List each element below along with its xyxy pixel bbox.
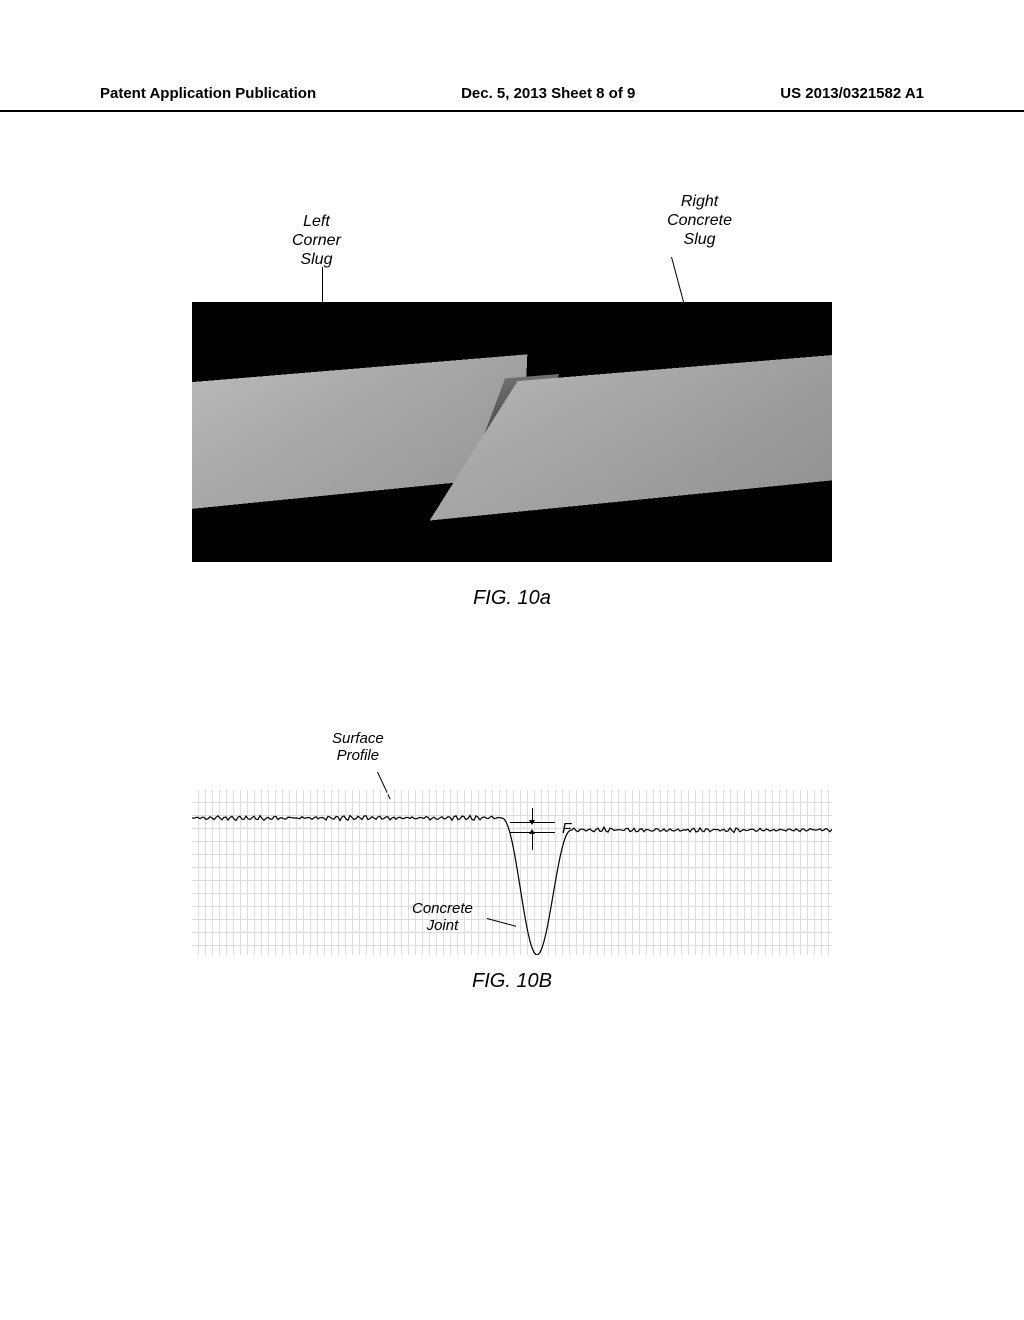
f-arrow-up-icon (532, 832, 533, 850)
page-header: Patent Application Publication Dec. 5, 2… (0, 0, 1024, 112)
figure-10a-caption: FIG. 10a (192, 587, 832, 610)
figure-10a-labels: Left Corner Slug Right Concrete Slug (192, 212, 832, 302)
figure-10b-plot: F Concrete Joint (192, 790, 832, 955)
label-left-slug-text: Left Corner Slug (292, 212, 341, 270)
header-publication: Patent Application Publication (100, 85, 316, 102)
label-concrete-joint: Concrete Joint (412, 900, 473, 935)
figure-10b-labels: Surface Profile (192, 730, 832, 790)
label-right-slug: Right Concrete Slug (667, 192, 732, 250)
label-left-slug: Left Corner Slug (292, 212, 341, 270)
label-right-slug-text: Right Concrete Slug (667, 192, 732, 250)
header-patent-number: US 2013/0321582 A1 (780, 85, 924, 102)
figure-10b-caption: FIG. 10B (192, 970, 832, 993)
label-surface-text: Surface Profile (332, 730, 384, 765)
f-arrow-down-icon (532, 808, 533, 822)
figure-10a-image (192, 302, 832, 562)
figure-10b-container: Surface Profile F Concrete Joint (192, 730, 832, 993)
label-surface-profile: Surface Profile (332, 730, 384, 765)
content-area: Left Corner Slug Right Concrete Slug FIG… (0, 112, 1024, 993)
profile-curve (192, 790, 832, 955)
f-label: F (562, 820, 571, 837)
header-date-sheet: Dec. 5, 2013 Sheet 8 of 9 (461, 85, 635, 102)
f-line-top (510, 822, 555, 823)
label-concrete-text: Concrete Joint (412, 900, 473, 935)
figure-10a-container: Left Corner Slug Right Concrete Slug FIG… (192, 212, 832, 610)
